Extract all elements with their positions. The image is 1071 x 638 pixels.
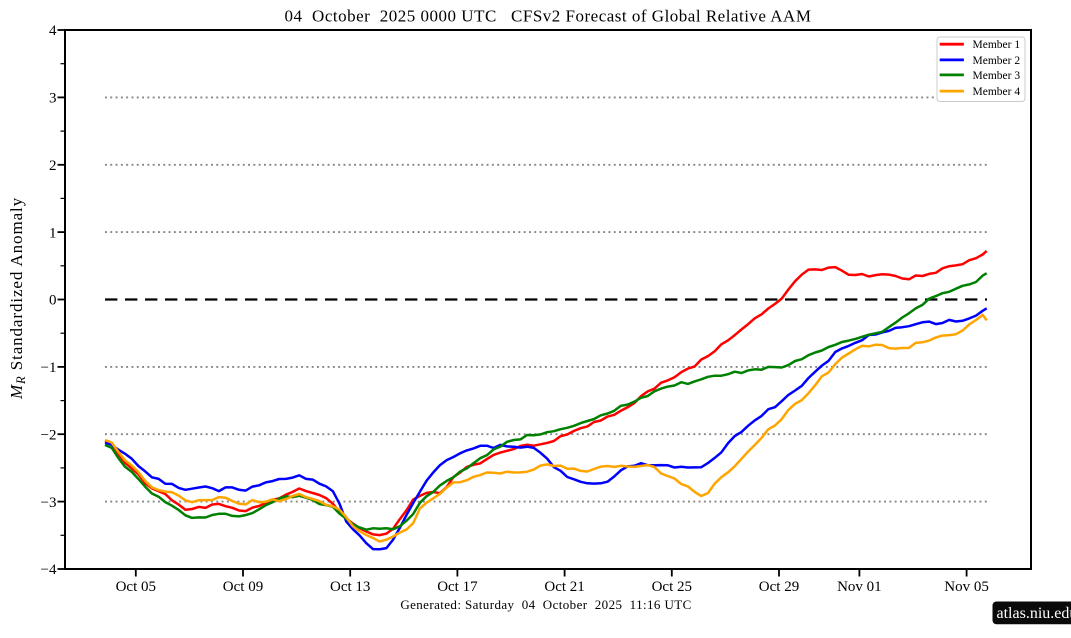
svg-text:MR Standardized Anomaly: MR Standardized Anomaly xyxy=(7,197,28,400)
svg-text:Oct 25: Oct 25 xyxy=(652,579,692,595)
svg-text:−3: −3 xyxy=(41,495,57,511)
svg-text:04 October 2025 0000 UTC C: 04 October 2025 0000 UTC CFSv2 Forecast … xyxy=(285,7,812,26)
svg-text:0: 0 xyxy=(49,293,57,309)
svg-text:Oct 21: Oct 21 xyxy=(544,579,584,595)
svg-text:−2: −2 xyxy=(41,427,57,443)
svg-text:2: 2 xyxy=(49,158,57,174)
svg-text:Member 4: Member 4 xyxy=(973,86,1021,98)
svg-text:Oct 09: Oct 09 xyxy=(223,579,263,595)
svg-text:Member 1: Member 1 xyxy=(973,39,1021,51)
svg-text:Oct 05: Oct 05 xyxy=(116,579,156,595)
svg-text:Oct 13: Oct 13 xyxy=(330,579,370,595)
svg-text:Oct 17: Oct 17 xyxy=(437,579,478,595)
svg-text:atlas.niu.edu: atlas.niu.edu xyxy=(997,605,1071,622)
svg-text:Member 2: Member 2 xyxy=(973,55,1021,67)
svg-text:Generated: Saturday 04 Octob: Generated: Saturday 04 October 2025 11:1… xyxy=(400,597,691,612)
svg-text:1: 1 xyxy=(49,225,57,241)
svg-text:Nov 05: Nov 05 xyxy=(944,579,989,595)
svg-text:4: 4 xyxy=(49,23,57,39)
svg-text:−1: −1 xyxy=(41,360,57,376)
svg-text:Nov 01: Nov 01 xyxy=(837,579,882,595)
svg-text:3: 3 xyxy=(49,91,57,107)
svg-text:Member 3: Member 3 xyxy=(973,70,1021,82)
svg-text:−4: −4 xyxy=(41,562,57,578)
svg-text:Oct 29: Oct 29 xyxy=(759,579,799,595)
